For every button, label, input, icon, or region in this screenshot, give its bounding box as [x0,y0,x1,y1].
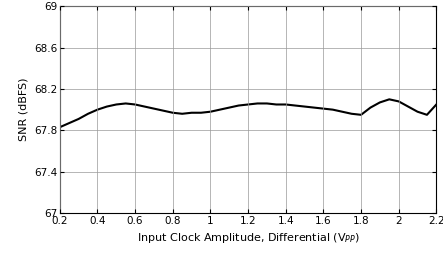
X-axis label: Input Clock Amplitude, Differential (V$_{PP}$): Input Clock Amplitude, Differential (V$_… [136,231,360,245]
Y-axis label: SNR (dBFS): SNR (dBFS) [18,78,28,141]
